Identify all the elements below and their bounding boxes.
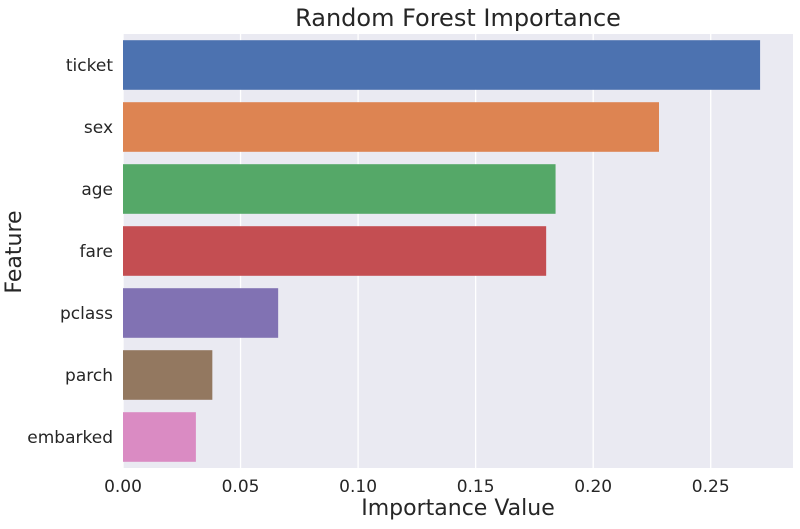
x-tick-label: 0.05: [222, 477, 260, 497]
y-tick-label: pclass: [60, 304, 113, 324]
x-tick-label: 0.20: [574, 477, 612, 497]
y-tick-label: sex: [84, 118, 113, 138]
y-tick-label: age: [81, 180, 113, 200]
bar-parch: [123, 350, 213, 400]
y-tick-label: parch: [65, 366, 113, 386]
bar-age: [123, 164, 556, 214]
x-tick-label: 0.25: [692, 477, 730, 497]
bar-pclass: [123, 288, 279, 338]
y-axis-label: Feature: [2, 210, 27, 293]
y-tick-label: ticket: [66, 56, 113, 76]
y-tick-label: fare: [80, 242, 113, 262]
bars: [123, 40, 761, 462]
chart-title: Random Forest Importance: [295, 4, 621, 32]
x-axis-label: Importance Value: [361, 496, 554, 521]
bar-ticket: [123, 40, 761, 90]
x-tick-labels: 0.00 0.05 0.10 0.15 0.20 0.25: [104, 477, 730, 497]
bar-sex: [123, 102, 659, 152]
x-tick-label: 0.10: [339, 477, 377, 497]
bar-fare: [123, 226, 547, 276]
y-tick-labels: ticket sex age fare pclass parch embarked: [27, 56, 113, 448]
bar-embarked: [123, 412, 196, 462]
x-tick-label: 0.15: [457, 477, 495, 497]
y-tick-label: embarked: [27, 428, 113, 448]
x-tick-label: 0.00: [104, 477, 142, 497]
